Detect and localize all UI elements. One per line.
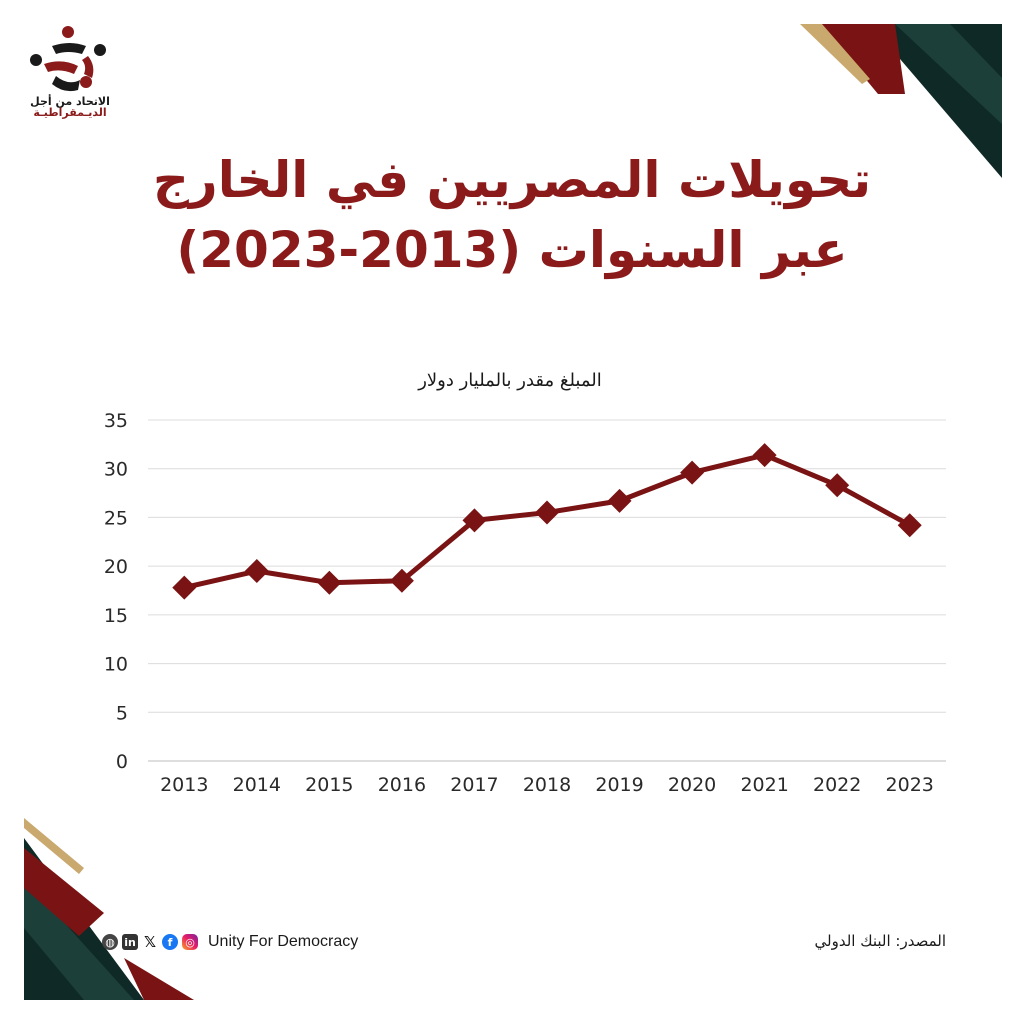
- brand-name: Unity For Democracy: [208, 933, 359, 950]
- data-point: [244, 559, 269, 584]
- data-point: [462, 508, 487, 533]
- x-axis-ticks: 2013 2014 2015 2016 2017 2018 2019 2020 2021 2022…: [160, 774, 934, 796]
- y-tick-label: 20: [104, 556, 128, 578]
- y-tick-label: 0: [116, 751, 128, 773]
- data-point: [897, 513, 922, 538]
- chart-grid: [148, 419, 946, 762]
- data-point: [317, 570, 342, 595]
- bottom-left-corner-decoration: [24, 818, 194, 1000]
- y-tick-label: 30: [104, 459, 128, 481]
- title-line2: عبر السنوات (2013-2023): [176, 221, 848, 279]
- x-tick-label: 2015: [305, 774, 353, 796]
- y-tick-label: 15: [104, 605, 128, 627]
- x-tick-label: 2019: [595, 774, 643, 796]
- y-tick-label: 25: [104, 507, 128, 529]
- data-point: [172, 575, 197, 600]
- x-tick-label: 2017: [450, 774, 498, 796]
- y-tick-label: 35: [104, 410, 128, 432]
- x-tick-label: 2013: [160, 774, 208, 796]
- data-point: [752, 443, 777, 468]
- x-tick-label: 2018: [523, 774, 571, 796]
- facebook-icon[interactable]: f: [162, 934, 178, 950]
- data-point: [389, 568, 414, 593]
- x-tick-label: 2023: [886, 774, 934, 796]
- y-tick-label: 10: [104, 654, 128, 676]
- logo-text-line1: الاتحاد من أجل: [30, 95, 110, 108]
- data-point: [825, 473, 850, 498]
- page-title: تحويلات المصريين في الخارج عبر السنوات (…: [120, 145, 904, 285]
- logo-text-line2: الديـمقراطيـة: [33, 106, 107, 119]
- chart-title: المبلغ مقدر بالمليار دولار: [417, 370, 602, 391]
- linkedin-icon[interactable]: in: [122, 934, 138, 950]
- brand-footer: ◍ in 𝕏 f ◎ Unity For Democracy: [102, 930, 358, 954]
- chart-series: [172, 443, 922, 600]
- instagram-icon[interactable]: ◎: [182, 934, 198, 950]
- x-tick-label: 2014: [233, 774, 281, 796]
- logo: [30, 26, 106, 92]
- y-axis-ticks: 0 5 10 15 20 25 30 35: [104, 410, 128, 773]
- globe-icon[interactable]: ◍: [102, 934, 118, 950]
- source-note: المصدر: البنك الدولي: [814, 932, 946, 950]
- x-tick-label: 2022: [813, 774, 861, 796]
- x-tick-label: 2020: [668, 774, 716, 796]
- x-tick-label: 2021: [740, 774, 788, 796]
- x-tick-label: 2016: [378, 774, 426, 796]
- data-point: [680, 460, 705, 485]
- x-icon[interactable]: 𝕏: [143, 933, 157, 951]
- data-point: [607, 488, 632, 513]
- y-tick-label: 5: [116, 702, 128, 724]
- top-right-corner-decoration: [800, 24, 1002, 178]
- title-line1: تحويلات المصريين في الخارج: [152, 151, 872, 209]
- data-point: [535, 500, 559, 525]
